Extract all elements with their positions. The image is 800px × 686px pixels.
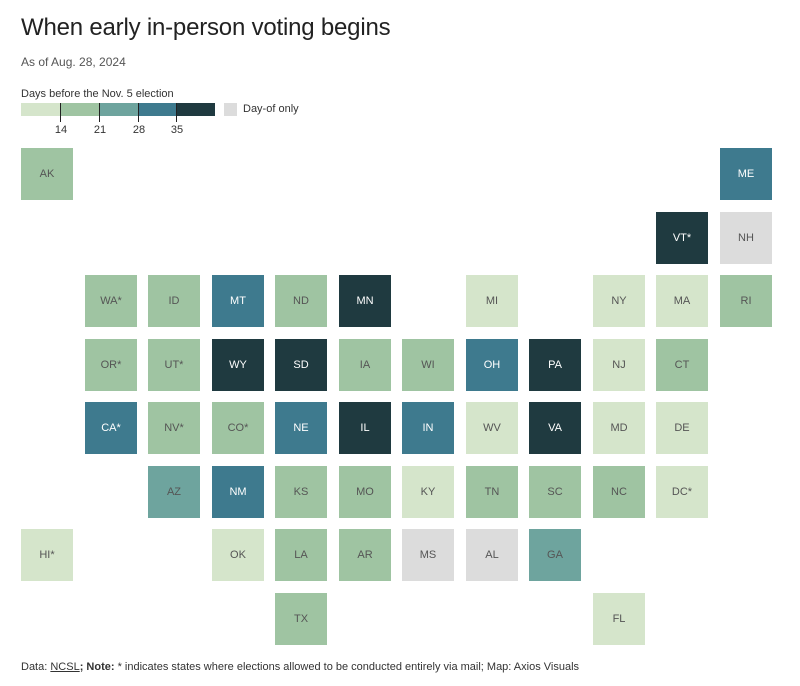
legend-tick-mark (138, 103, 139, 122)
state-tile-md[interactable]: MD (593, 402, 645, 454)
legend-color-segment (177, 103, 215, 116)
state-tile-ok[interactable]: OK (212, 529, 264, 581)
legend-color-segment (99, 103, 138, 116)
state-tile-ri[interactable]: RI (720, 275, 772, 327)
state-tile-nv[interactable]: NV* (148, 402, 200, 454)
state-tile-ia[interactable]: IA (339, 339, 391, 391)
page-title: When early in-person voting begins (21, 14, 391, 41)
state-tile-ak[interactable]: AK (21, 148, 73, 200)
state-tile-nj[interactable]: NJ (593, 339, 645, 391)
state-tile-me[interactable]: ME (720, 148, 772, 200)
state-tile-nc[interactable]: NC (593, 466, 645, 518)
state-tile-nh[interactable]: NH (720, 212, 772, 264)
state-tile-fl[interactable]: FL (593, 593, 645, 645)
page-subtitle: As of Aug. 28, 2024 (21, 55, 126, 69)
state-tile-ct[interactable]: CT (656, 339, 708, 391)
state-tile-mi[interactable]: MI (466, 275, 518, 327)
state-tile-la[interactable]: LA (275, 529, 327, 581)
legend-dayof-label: Day-of only (243, 103, 299, 115)
legend-tick-mark (99, 103, 100, 122)
state-tile-oh[interactable]: OH (466, 339, 518, 391)
state-tile-wy[interactable]: WY (212, 339, 264, 391)
footer-data-prefix: Data: (21, 661, 51, 673)
state-tile-az[interactable]: AZ (148, 466, 200, 518)
state-tile-vt[interactable]: VT* (656, 212, 708, 264)
state-tile-mt[interactable]: MT (212, 275, 264, 327)
state-tile-ne[interactable]: NE (275, 402, 327, 454)
legend-tick-label: 28 (132, 124, 146, 136)
state-tile-hi[interactable]: HI* (21, 529, 73, 581)
state-tile-va[interactable]: VA (529, 402, 581, 454)
state-tile-id[interactable]: ID (148, 275, 200, 327)
state-tile-ma[interactable]: MA (656, 275, 708, 327)
state-tile-or[interactable]: OR* (85, 339, 137, 391)
state-tile-co[interactable]: CO* (212, 402, 264, 454)
state-tile-nd[interactable]: ND (275, 275, 327, 327)
legend-color-segment (60, 103, 99, 116)
state-tile-il[interactable]: IL (339, 402, 391, 454)
legend-tick-mark (60, 103, 61, 122)
state-tile-pa[interactable]: PA (529, 339, 581, 391)
state-tile-wv[interactable]: WV (466, 402, 518, 454)
state-tile-de[interactable]: DE (656, 402, 708, 454)
state-tile-in[interactable]: IN (402, 402, 454, 454)
legend-color-segment (21, 103, 60, 116)
state-tile-ga[interactable]: GA (529, 529, 581, 581)
state-tile-ky[interactable]: KY (402, 466, 454, 518)
legend-dayof-swatch (224, 103, 237, 116)
footer-note-text: * indicates states where elections allow… (117, 661, 580, 673)
state-tile-ut[interactable]: UT* (148, 339, 200, 391)
state-tile-sd[interactable]: SD (275, 339, 327, 391)
state-tile-ks[interactable]: KS (275, 466, 327, 518)
state-tile-nm[interactable]: NM (212, 466, 264, 518)
footer-note-prefix: ; Note: (79, 661, 118, 673)
state-tile-tx[interactable]: TX (275, 593, 327, 645)
source-link[interactable]: NCSL (50, 661, 80, 673)
state-tile-mn[interactable]: MN (339, 275, 391, 327)
state-tile-tn[interactable]: TN (466, 466, 518, 518)
state-tile-ms[interactable]: MS (402, 529, 454, 581)
state-tile-al[interactable]: AL (466, 529, 518, 581)
legend-tick-mark (176, 103, 177, 122)
state-tile-ca[interactable]: CA* (85, 402, 137, 454)
legend-tick-label: 35 (170, 124, 184, 136)
state-tile-wa[interactable]: WA* (85, 275, 137, 327)
state-tile-mo[interactable]: MO (339, 466, 391, 518)
state-tile-dc[interactable]: DC* (656, 466, 708, 518)
legend-label: Days before the Nov. 5 election (21, 88, 174, 100)
legend-tick-label: 14 (54, 124, 68, 136)
footer-note: Data: NCSL; Note: * indicates states whe… (21, 661, 579, 673)
legend-color-scale (21, 103, 215, 116)
state-tile-ny[interactable]: NY (593, 275, 645, 327)
state-tile-ar[interactable]: AR (339, 529, 391, 581)
state-tile-wi[interactable]: WI (402, 339, 454, 391)
state-tile-sc[interactable]: SC (529, 466, 581, 518)
legend-color-segment (138, 103, 177, 116)
legend-tick-label: 21 (93, 124, 107, 136)
